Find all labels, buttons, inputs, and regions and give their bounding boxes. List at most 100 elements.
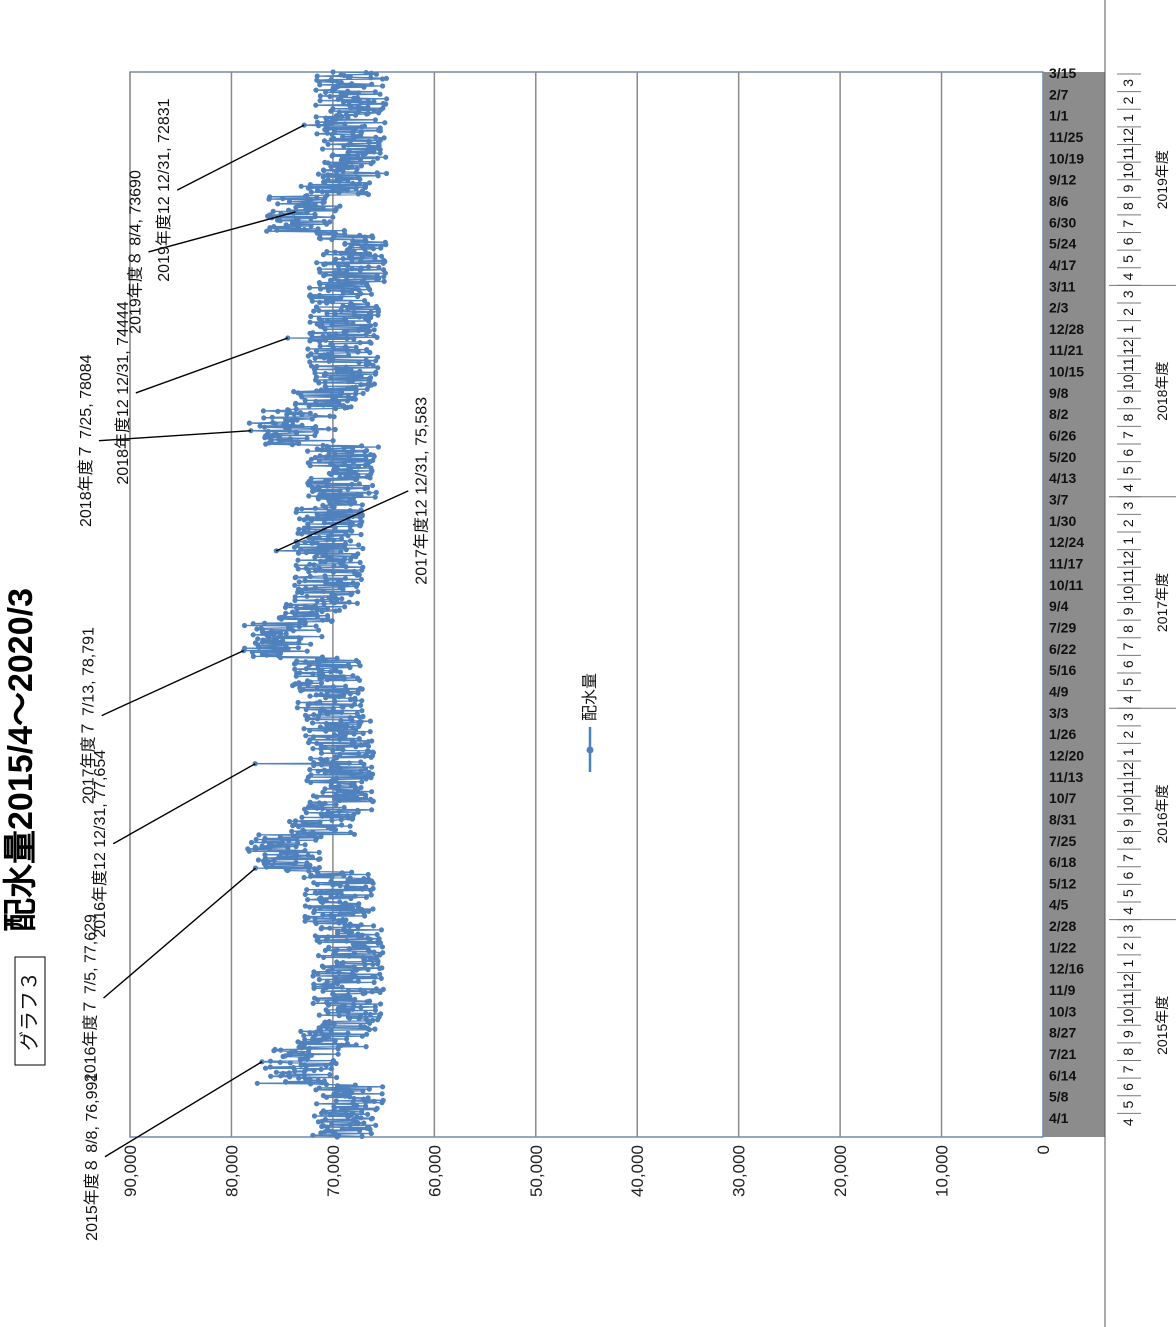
data-point: [308, 363, 315, 369]
data-point: [359, 1133, 365, 1139]
data-point: [291, 411, 297, 417]
data-point: [316, 713, 322, 719]
fiscal-year-label: 2019年度: [1154, 150, 1170, 209]
x-tick-label: 5/12: [1049, 875, 1076, 891]
data-point: [333, 1098, 339, 1104]
data-point: [352, 470, 358, 476]
data-point: [320, 205, 326, 211]
data-point: [351, 909, 357, 915]
data-point: [245, 846, 251, 852]
x-tick-label: 11/17: [1049, 556, 1083, 572]
data-point: [356, 542, 362, 548]
data-point: [340, 747, 346, 753]
data-point: [304, 514, 310, 520]
data-point: [332, 249, 338, 255]
data-point: [328, 894, 334, 900]
data-point: [344, 582, 350, 588]
data-point: [369, 764, 375, 770]
data-point: [374, 155, 381, 161]
data-point: [308, 755, 314, 762]
data-point: [312, 890, 318, 896]
x-tick-label: 11/9: [1049, 982, 1076, 998]
data-point: [368, 796, 374, 802]
data-point: [270, 208, 276, 214]
data-point: [339, 1106, 345, 1112]
data-point: [364, 1031, 370, 1037]
data-point: [381, 267, 387, 273]
data-point: [325, 288, 332, 294]
data-point: [317, 453, 323, 459]
y-tick-label: 10,000: [933, 1145, 952, 1197]
data-point: [321, 489, 327, 495]
data-point: [276, 433, 282, 440]
data-point: [328, 1066, 334, 1072]
data-point: [358, 258, 364, 264]
data-point: [349, 905, 355, 911]
data-point: [316, 864, 322, 871]
data-point: [255, 857, 261, 863]
data-point: [316, 953, 322, 959]
data-point: [311, 562, 317, 568]
data-point: [311, 1067, 317, 1074]
data-point: [351, 793, 357, 799]
data-point: [262, 1065, 269, 1071]
data-point: [338, 90, 344, 97]
data-point: [357, 1013, 364, 1019]
annotation-leader: [148, 211, 296, 253]
data-point: [372, 253, 378, 259]
data-point: [369, 1115, 375, 1121]
data-point: [292, 594, 298, 600]
x-tick-label: 2/7: [1049, 86, 1069, 102]
data-point: [288, 1049, 294, 1055]
data-point: [304, 860, 310, 866]
data-point: [338, 389, 345, 395]
data-point: [346, 464, 352, 470]
data-point: [307, 693, 313, 699]
data-point: [302, 903, 308, 909]
data-point: [241, 622, 248, 629]
data-point: [380, 83, 386, 89]
data-point: [347, 1122, 353, 1128]
data-point: [352, 126, 358, 132]
data-point: [303, 733, 309, 739]
data-point: [339, 1126, 345, 1132]
x-tick-label: 3/7: [1049, 492, 1069, 508]
data-point: [337, 911, 343, 917]
data-point: [328, 1128, 334, 1134]
data-point: [338, 250, 344, 256]
data-point: [310, 973, 316, 979]
data-point: [307, 292, 313, 298]
data-point: [311, 981, 317, 987]
month-label: 8: [1120, 1048, 1136, 1056]
data-point: [336, 109, 342, 115]
data-point: [308, 872, 314, 878]
data-point: [366, 328, 372, 335]
data-point: [308, 641, 314, 647]
data-point: [329, 598, 335, 605]
data-point: [317, 286, 324, 292]
data-point: [262, 835, 268, 841]
fiscal-year-label: 2017年度: [1154, 573, 1170, 632]
annotation-label: 2018年度12 12/31, 74444: [114, 301, 132, 484]
data-point: [340, 255, 346, 262]
data-point: [358, 531, 364, 538]
data-point: [308, 456, 314, 462]
data-point: [330, 437, 336, 444]
data-point: [332, 284, 338, 290]
data-point: [338, 72, 344, 78]
data-point: [277, 629, 283, 636]
data-point: [341, 804, 347, 811]
data-point: [358, 129, 365, 135]
data-point: [370, 145, 376, 151]
data-point: [346, 455, 352, 461]
data-point: [347, 1094, 353, 1100]
data-point: [337, 669, 343, 675]
data-point: [342, 240, 348, 247]
data-point: [320, 988, 326, 994]
data-point: [333, 394, 339, 400]
data-point: [310, 793, 317, 799]
data-point: [367, 728, 373, 735]
annotation-label: 2016年度７ 7/5, 77,629: [81, 914, 99, 1082]
data-point: [325, 172, 331, 178]
